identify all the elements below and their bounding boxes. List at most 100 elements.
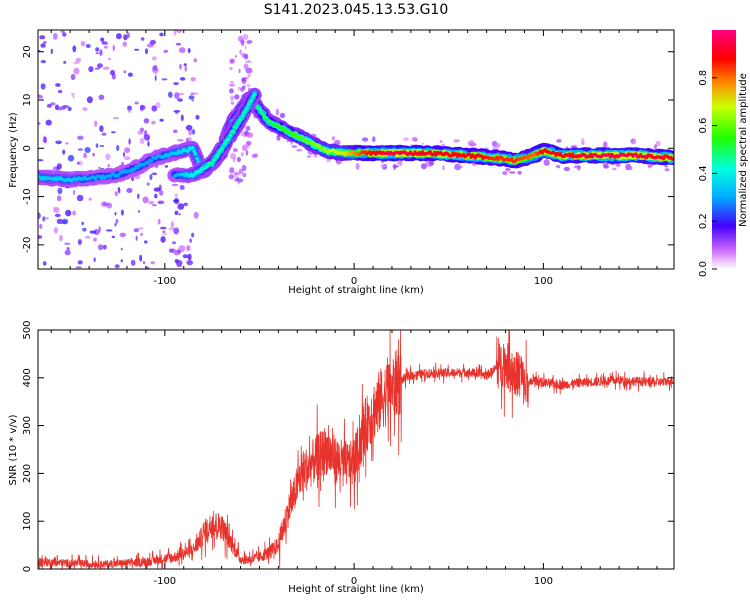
noise-speckle xyxy=(245,150,249,156)
noise-speckle xyxy=(143,134,151,141)
noise-speckle xyxy=(38,212,41,220)
noise-speckle xyxy=(115,218,119,224)
noise-speckle xyxy=(124,147,131,154)
ridge-point xyxy=(210,162,214,166)
noise-speckle xyxy=(82,227,87,232)
noise-speckle xyxy=(168,227,175,231)
ridge-point xyxy=(213,157,217,162)
noise-speckle xyxy=(469,142,477,147)
ridge-point xyxy=(243,109,248,114)
spectrogram-xtick-label: 100 xyxy=(534,276,553,287)
noise-speckle xyxy=(233,172,241,176)
noise-speckle xyxy=(577,165,581,171)
noise-speckle xyxy=(151,56,157,61)
noise-speckle xyxy=(144,48,149,55)
noise-speckle xyxy=(50,48,53,55)
noise-speckle xyxy=(38,235,43,239)
noise-speckle xyxy=(77,162,80,165)
noise-speckle xyxy=(286,140,289,143)
noise-speckle xyxy=(127,72,133,77)
spectrogram-ytick-label: 0 xyxy=(22,145,33,151)
noise-speckle xyxy=(99,49,103,56)
noise-speckle xyxy=(38,95,43,99)
noise-speckle xyxy=(122,41,128,47)
ridge-point xyxy=(224,140,228,144)
ridge-point xyxy=(221,146,225,150)
noise-speckle xyxy=(89,230,97,234)
noise-speckle xyxy=(114,223,117,227)
noise-speckle xyxy=(153,187,161,192)
noise-speckle xyxy=(111,131,116,134)
noise-speckle xyxy=(420,163,427,170)
noise-speckle xyxy=(172,241,176,245)
noise-speckle xyxy=(137,210,141,213)
noise-speckle xyxy=(107,164,110,167)
ridge-point xyxy=(567,152,572,156)
noise-speckle xyxy=(139,127,145,133)
noise-speckle xyxy=(171,183,179,187)
noise-speckle xyxy=(229,59,235,64)
noise-speckle xyxy=(59,234,63,242)
noise-speckle xyxy=(246,132,254,138)
noise-speckle xyxy=(237,86,241,91)
noise-speckle xyxy=(62,105,70,108)
noise-speckle xyxy=(75,266,83,269)
noise-speckle xyxy=(241,164,247,172)
noise-speckle xyxy=(42,261,47,266)
noise-speckle xyxy=(180,114,184,122)
noise-speckle xyxy=(247,74,251,78)
noise-speckle xyxy=(235,55,237,58)
ridge-point xyxy=(467,152,472,157)
noise-speckle xyxy=(97,244,104,251)
noise-speckle xyxy=(173,30,177,36)
noise-speckle xyxy=(57,187,63,195)
noise-speckle xyxy=(162,230,166,233)
noise-speckle xyxy=(439,140,443,143)
noise-speckle xyxy=(112,44,116,52)
noise-speckle xyxy=(244,53,249,60)
noise-speckle xyxy=(453,139,460,143)
noise-speckle xyxy=(188,95,195,100)
noise-speckle xyxy=(232,148,238,153)
noise-speckle xyxy=(331,136,335,141)
noise-speckle xyxy=(174,193,178,198)
ridge-point xyxy=(216,152,220,157)
noise-speckle xyxy=(126,188,133,193)
noise-speckle xyxy=(157,200,165,205)
ridge-point xyxy=(634,152,638,156)
noise-speckle xyxy=(62,32,67,37)
snr-ticks: -100 0 100 0 100 200 300 400 500 xyxy=(22,320,674,587)
noise-speckle xyxy=(92,152,95,157)
noise-speckle xyxy=(162,233,168,236)
noise-speckle xyxy=(155,102,161,108)
snr-xlabel: Height of straight line (km) xyxy=(288,584,424,595)
noise-speckle xyxy=(126,32,130,39)
noise-speckle xyxy=(116,144,120,152)
noise-speckle xyxy=(421,142,424,145)
noise-speckle xyxy=(174,210,179,215)
noise-speckle xyxy=(72,210,76,216)
noise-speckle xyxy=(76,194,84,202)
noise-speckle xyxy=(72,189,76,196)
noise-speckle xyxy=(54,207,60,214)
noise-speckle xyxy=(53,227,58,234)
noise-speckle xyxy=(454,163,461,171)
snr-panel: -100 0 100 0 100 200 300 400 500 Height of strai… xyxy=(8,320,675,595)
ridge-point xyxy=(265,116,269,120)
noise-speckle xyxy=(187,47,191,54)
noise-speckle xyxy=(502,171,508,176)
noise-speckle xyxy=(246,83,251,88)
noise-speckle xyxy=(279,112,286,119)
ridge-point xyxy=(236,121,240,126)
ridge-point xyxy=(570,152,575,156)
noise-speckle xyxy=(392,164,398,169)
noise-speckle xyxy=(88,66,94,73)
noise-speckle xyxy=(64,249,71,256)
noise-speckle xyxy=(112,117,119,120)
noise-speckle xyxy=(77,239,82,245)
noise-speckle xyxy=(495,143,501,148)
ridge-point xyxy=(205,164,210,168)
noise-speckle xyxy=(46,104,52,108)
noise-speckle xyxy=(43,217,49,220)
